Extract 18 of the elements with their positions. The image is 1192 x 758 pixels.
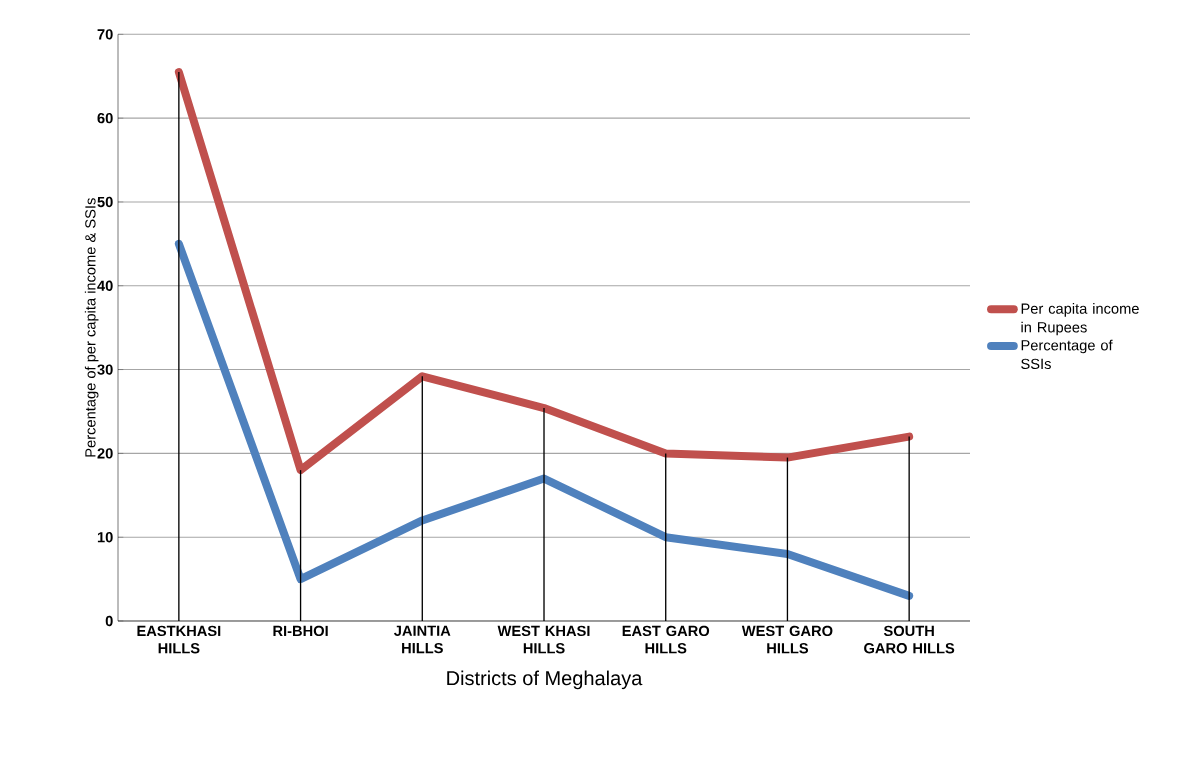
y-tick-label: 0	[105, 615, 113, 627]
legend-label: Percentage of SSIs	[1021, 339, 1113, 370]
y-tick-label: 40	[97, 280, 113, 291]
legend-label: Per capita income in Rupees	[1021, 303, 1139, 336]
x-axis-title: Districts of Meghalaya	[447, 670, 643, 690]
x-tick-label: WEST GARO HILLS	[741, 625, 833, 654]
x-tick-label: JAINTIA HILLS	[394, 625, 451, 654]
x-tick-label: SOUTH GARO HILLS	[864, 625, 955, 654]
y-tick-label: 50	[97, 196, 113, 208]
y-tick-label: 10	[97, 532, 113, 543]
y-tick-label: 70	[97, 29, 113, 40]
x-tick-label: WEST KHASI HILLS	[497, 625, 590, 654]
y-tick-label: 60	[97, 112, 113, 124]
x-tick-label: RI-BHOI	[273, 625, 328, 637]
y-tick-label: 30	[97, 364, 113, 375]
x-tick-label: EASTKHASI HILLS	[137, 625, 221, 654]
y-tick-label: 20	[97, 448, 113, 459]
x-tick-label: EAST GARO HILLS	[622, 625, 710, 654]
